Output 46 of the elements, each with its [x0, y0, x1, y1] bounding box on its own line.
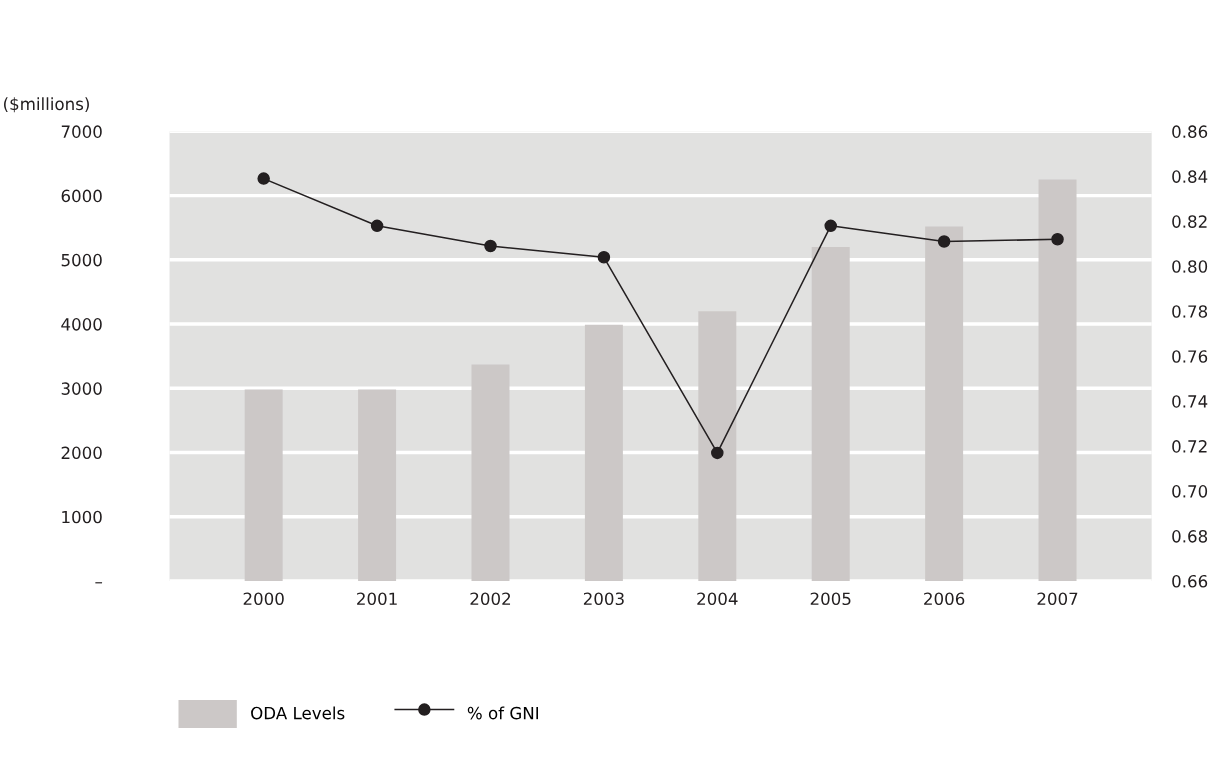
- x-tick-label: 2000: [243, 592, 284, 606]
- y-tick-label: 3000: [61, 382, 102, 395]
- bar: [244, 389, 283, 582]
- y-axis-title: ($millions): [4, 97, 89, 113]
- legend-label: ODA Levels: [251, 706, 345, 720]
- bar: [584, 324, 623, 582]
- legend-label: % of GNI: [467, 706, 539, 720]
- point: [937, 235, 951, 248]
- point: [370, 219, 384, 233]
- x-tick-label: 2001: [357, 592, 397, 606]
- point: [824, 219, 837, 233]
- y2-tick-label: 0.76: [1172, 350, 1208, 363]
- bar: [358, 389, 397, 582]
- bar: [471, 364, 510, 582]
- x-tick-label: 2003: [583, 592, 624, 606]
- y2-tick-label: 0.66: [1172, 574, 1208, 588]
- x-tick-label: 2007: [1037, 592, 1078, 606]
- y-tick-label: 5000: [61, 253, 102, 267]
- y-tick-label: –: [95, 582, 103, 584]
- bar: [925, 226, 964, 582]
- x-tick-label: 2004: [697, 592, 738, 606]
- bar: [698, 311, 737, 582]
- y2-tick-label: 0.70: [1172, 485, 1208, 498]
- bar: [811, 247, 850, 582]
- y2-tick-label: 0.82: [1172, 215, 1207, 228]
- y2-tick-label: 0.80: [1172, 260, 1208, 273]
- point: [711, 446, 724, 460]
- point: [1051, 233, 1064, 246]
- bar: [1038, 179, 1077, 582]
- y-tick-label: 2000: [61, 446, 102, 460]
- y2-tick-label: 0.74: [1172, 395, 1208, 408]
- point: [484, 239, 497, 253]
- y2-tick-label: 0.68: [1172, 530, 1208, 543]
- x-tick-label: 2002: [470, 592, 511, 606]
- y-tick-label: 6000: [61, 189, 102, 203]
- point: [257, 172, 270, 185]
- x-tick-label: 2005: [810, 592, 851, 606]
- x-tick-label: 2006: [924, 592, 965, 606]
- y2-tick-label: 0.78: [1172, 305, 1208, 318]
- y-tick-label: 1000: [62, 510, 102, 524]
- y2-tick-label: 0.86: [1172, 125, 1208, 138]
- y2-tick-label: 0.72: [1172, 440, 1207, 453]
- y2-tick-label: 0.84: [1172, 170, 1208, 183]
- y-tick-label: 7000: [61, 125, 102, 138]
- point: [597, 251, 611, 264]
- y-tick-label: 4000: [61, 318, 102, 331]
